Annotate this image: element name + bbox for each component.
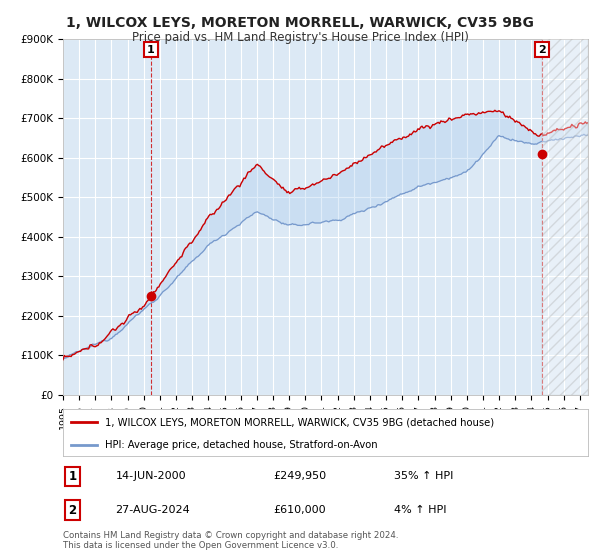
Text: 1: 1 xyxy=(147,45,155,54)
Text: 27-AUG-2024: 27-AUG-2024 xyxy=(115,505,190,515)
Text: 1: 1 xyxy=(68,470,77,483)
Text: HPI: Average price, detached house, Stratford-on-Avon: HPI: Average price, detached house, Stra… xyxy=(105,440,377,450)
Text: 35% ↑ HPI: 35% ↑ HPI xyxy=(394,472,453,482)
Text: £249,950: £249,950 xyxy=(273,472,326,482)
Text: 14-JUN-2000: 14-JUN-2000 xyxy=(115,472,186,482)
Text: 2: 2 xyxy=(538,45,546,54)
Text: 1, WILCOX LEYS, MORETON MORRELL, WARWICK, CV35 9BG (detached house): 1, WILCOX LEYS, MORETON MORRELL, WARWICK… xyxy=(105,417,494,427)
Text: £610,000: £610,000 xyxy=(273,505,326,515)
Text: Price paid vs. HM Land Registry's House Price Index (HPI): Price paid vs. HM Land Registry's House … xyxy=(131,31,469,44)
Text: 1, WILCOX LEYS, MORETON MORRELL, WARWICK, CV35 9BG: 1, WILCOX LEYS, MORETON MORRELL, WARWICK… xyxy=(66,16,534,30)
Text: Contains HM Land Registry data © Crown copyright and database right 2024.
This d: Contains HM Land Registry data © Crown c… xyxy=(63,531,398,550)
Text: 2: 2 xyxy=(68,504,77,517)
Text: 4% ↑ HPI: 4% ↑ HPI xyxy=(394,505,446,515)
